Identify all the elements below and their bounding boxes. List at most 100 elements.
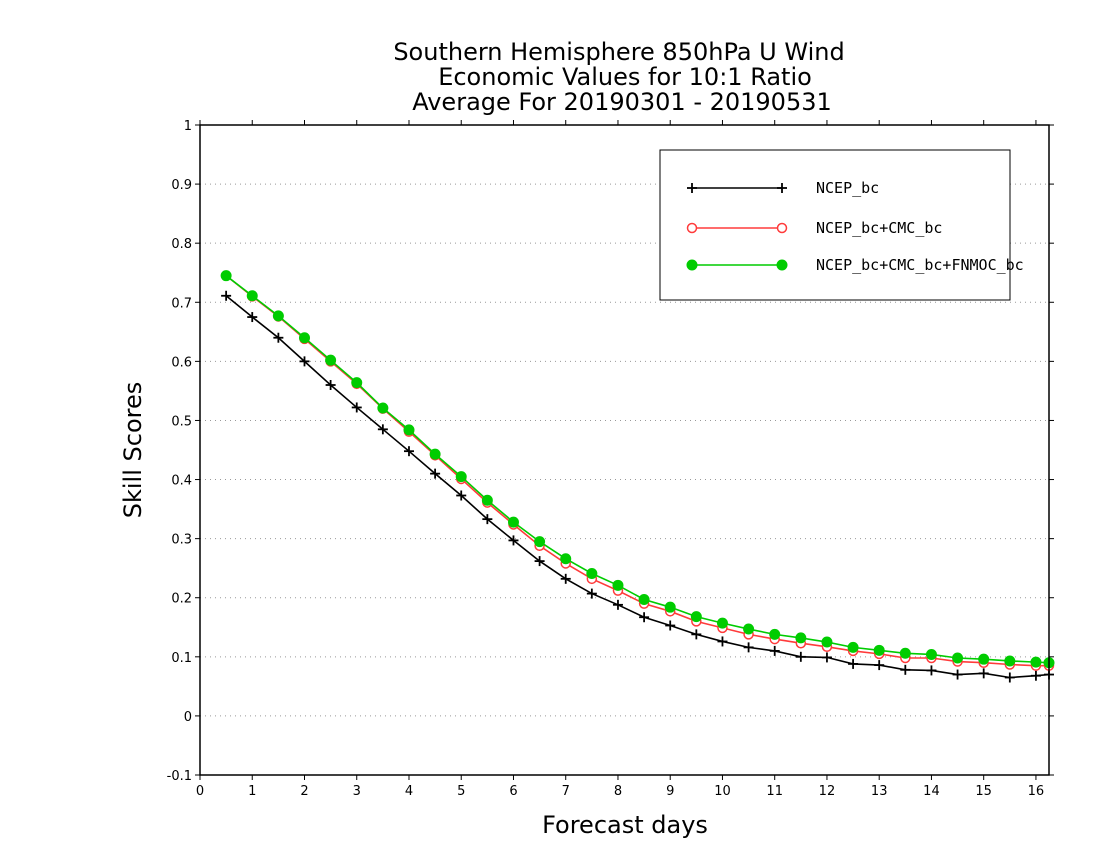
x-tick-label: 13: [871, 784, 888, 799]
data-point: [455, 471, 467, 483]
legend-item-2: NCEP_bc+CMC_bc+FNMOC_bc: [686, 256, 1024, 274]
data-point: [351, 402, 362, 413]
data-point: [821, 652, 832, 663]
x-tick-label: 5: [457, 784, 465, 799]
data-point: [220, 270, 232, 282]
y-tick-label: 1: [184, 119, 192, 134]
data-point: [508, 535, 519, 546]
y-tick-label: 0.5: [171, 414, 192, 429]
series-1: [220, 270, 1055, 671]
y-tick-label: 0.9: [171, 178, 192, 193]
chart-title-line-2: Economic Values for 10:1 Ratio: [438, 63, 812, 91]
x-tick-label: 4: [405, 784, 413, 799]
data-point: [1030, 670, 1041, 681]
x-tick-label: 15: [975, 784, 992, 799]
data-point: [377, 424, 388, 435]
data-point: [743, 642, 754, 653]
legend-marker-start: [686, 222, 698, 234]
data-point: [403, 446, 414, 457]
data-point: [325, 354, 337, 366]
legend-marker-end: [776, 259, 788, 271]
data-point: [429, 448, 441, 460]
chart-title: Southern Hemisphere 850hPa U Wind Econom…: [393, 38, 844, 116]
data-point: [847, 641, 859, 653]
data-point: [586, 568, 598, 579]
legend-label: NCEP_bc+CMC_bc: [816, 219, 942, 237]
data-point: [351, 377, 363, 389]
data-point: [430, 468, 441, 479]
y-tick-label: 0.1: [171, 651, 192, 666]
data-point: [664, 601, 676, 613]
data-point: [246, 290, 258, 302]
y-tick-label: 0.7: [171, 296, 192, 311]
series-line-0: [225, 295, 1050, 679]
axes: -0.100.10.20.30.40.50.60.70.80.910 1 2 3 4 5 6…: [167, 119, 1054, 799]
data-point: [1030, 656, 1042, 668]
data-point: [900, 664, 911, 675]
data-point: [978, 653, 990, 665]
data-point: [638, 594, 650, 605]
legend-box: [659, 149, 1011, 301]
data-point: [377, 402, 389, 414]
x-tick-label: 8: [614, 784, 622, 799]
data-point: [298, 332, 310, 344]
chart-title-line-1: Southern Hemisphere 850hPa U Wind: [393, 38, 844, 66]
y-axis-label: Skill Scores: [119, 382, 147, 519]
legend-marker-end: [777, 183, 787, 193]
legend-marker-start: [686, 259, 698, 271]
data-point: [560, 573, 571, 584]
data-point: [874, 660, 885, 671]
legend-marker-start: [687, 183, 697, 193]
data-point: [716, 617, 728, 629]
data-point: [247, 312, 258, 323]
data-point: [403, 424, 415, 436]
y-tick-label: 0.8: [171, 237, 192, 252]
legend-item-1: NCEP_bc+CMC_bc: [686, 219, 942, 237]
y-tick-label: 0.4: [171, 474, 192, 489]
data-point: [690, 611, 702, 623]
data-point: [325, 380, 336, 390]
data-point: [873, 644, 885, 656]
plot-frame: [199, 124, 1050, 776]
data-point: [273, 332, 284, 343]
data-point: [821, 636, 833, 648]
y-tick-label: 0: [184, 710, 192, 725]
data-point: [612, 579, 624, 591]
data-point: [952, 669, 963, 680]
x-axis-label: Forecast days: [542, 811, 708, 839]
data-point: [769, 645, 780, 656]
series-line-2: [225, 275, 1050, 664]
data-point: [743, 623, 755, 635]
x-tick-label: 3: [353, 784, 361, 799]
series-line-1: [225, 275, 1049, 667]
y-tick-label: 0.2: [171, 592, 192, 607]
data-point: [299, 356, 310, 367]
data-point: [665, 620, 676, 631]
data-point: [560, 553, 572, 565]
x-tick-label: 1: [248, 784, 256, 799]
x-tick-label: 14: [923, 784, 940, 799]
x-tick-label: 0: [196, 784, 204, 799]
x-tick-label: 9: [666, 784, 674, 799]
data-point: [482, 514, 493, 525]
data-point: [481, 494, 493, 506]
data-point: [717, 636, 728, 647]
data-point: [926, 665, 937, 676]
chart-title-line-3: Average For 20190301 - 20190531: [412, 88, 832, 116]
data-point: [639, 612, 650, 623]
y-tick-label: 0.6: [171, 355, 192, 370]
data-point: [272, 310, 284, 322]
x-tick-label: 10: [714, 784, 731, 799]
x-tick-label: 2: [300, 784, 308, 799]
y-tick-label: -0.1: [167, 769, 192, 784]
data-point: [612, 599, 623, 610]
data-point: [952, 652, 964, 664]
legend-label: NCEP_bc: [816, 179, 879, 197]
data-point: [586, 588, 597, 599]
y-tick-label: 0.3: [171, 533, 192, 548]
data-point: [221, 290, 232, 301]
x-tick-label: 16: [1028, 784, 1045, 799]
data-point: [1004, 672, 1015, 683]
x-tick-label: 6: [509, 784, 517, 799]
data-point: [899, 647, 911, 659]
